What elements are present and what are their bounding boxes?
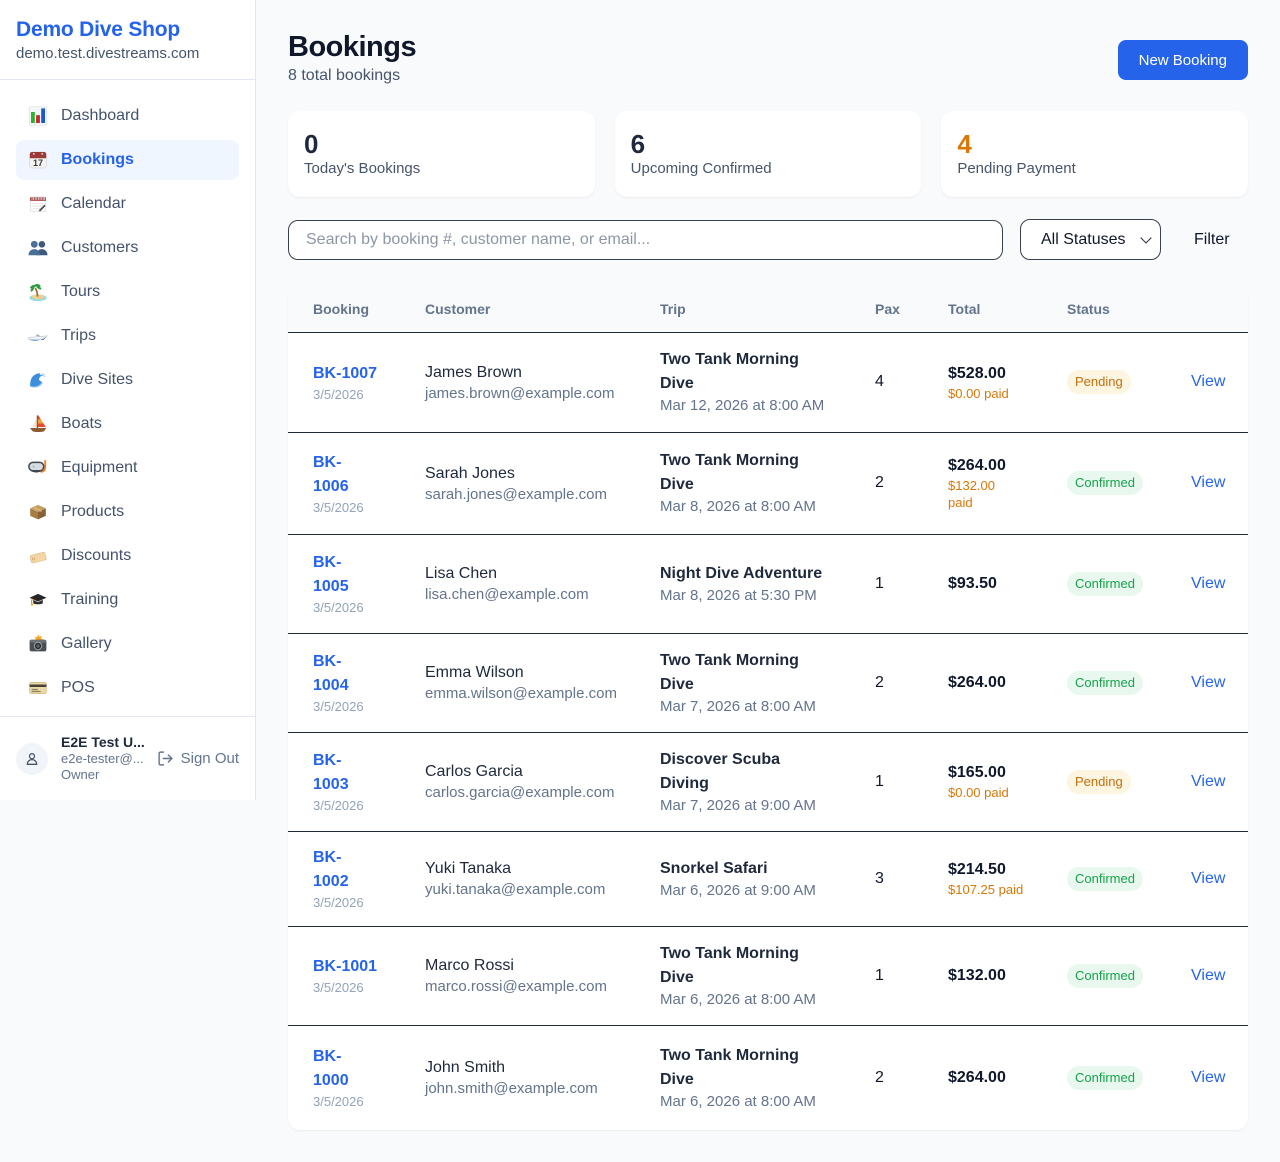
svg-text:17: 17 — [33, 158, 43, 168]
